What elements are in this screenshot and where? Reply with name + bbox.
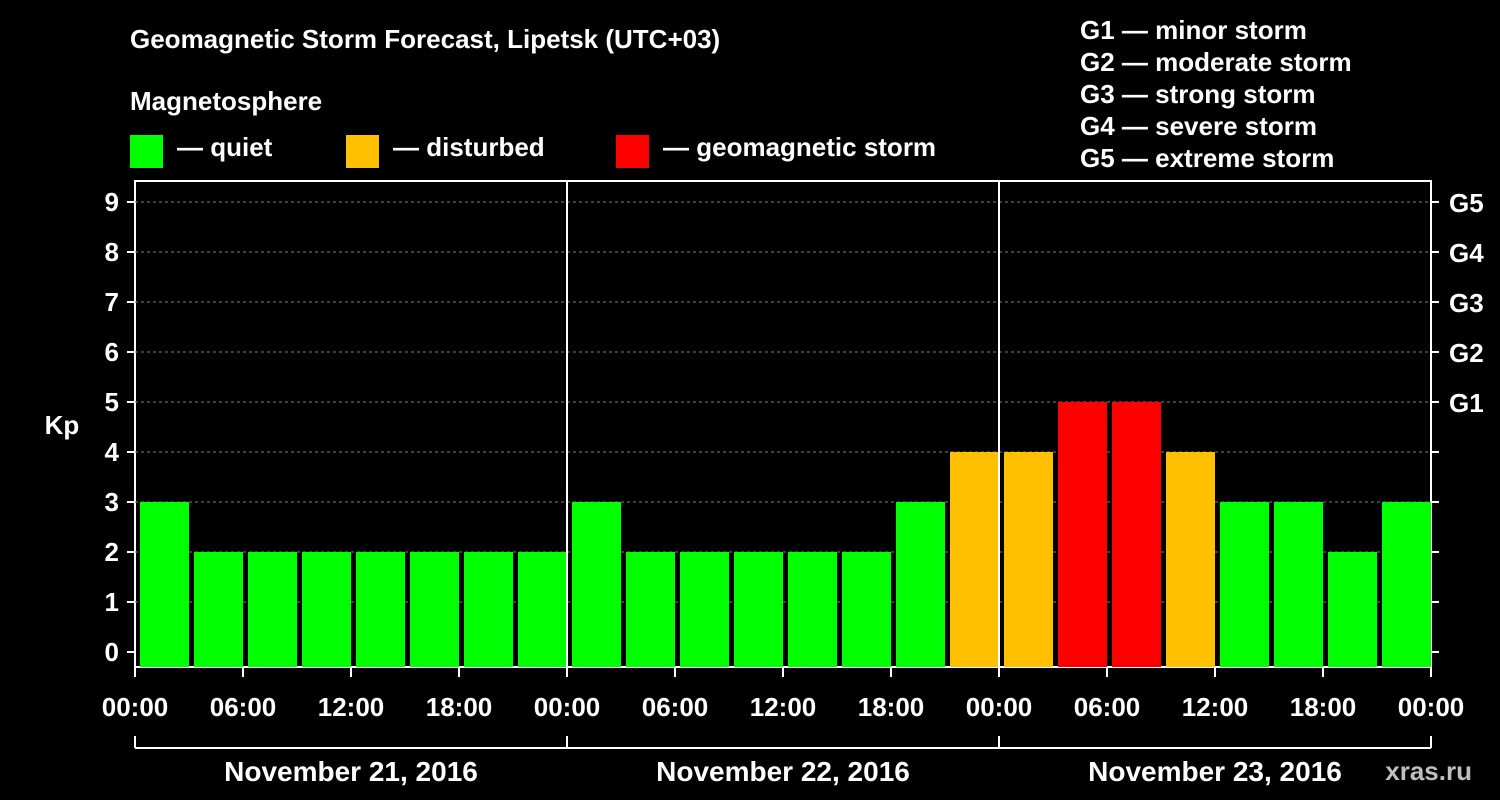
kp-bar	[464, 552, 513, 667]
g-scale-item-g5: G5 — extreme storm	[1080, 143, 1335, 173]
kp-bar	[1166, 452, 1215, 667]
g-scale-item-g2: G2 — moderate storm	[1080, 47, 1352, 77]
kp-bar	[356, 552, 405, 667]
kp-bar	[1328, 552, 1377, 667]
legend-item-quiet: — quiet	[130, 131, 273, 168]
x-tick-label: 12:00	[750, 692, 817, 722]
kp-bar	[572, 502, 621, 667]
legend-title: Magnetosphere	[130, 86, 323, 116]
x-tick-label: 00:00	[966, 692, 1033, 722]
chart-title: Geomagnetic Storm Forecast, Lipetsk (UTC…	[130, 24, 721, 54]
kp-bar	[626, 552, 675, 667]
kp-bar	[518, 552, 567, 667]
x-tick-label: 00:00	[102, 692, 169, 722]
kp-bar	[1112, 402, 1161, 667]
g-scale-item-g1: G1 — minor storm	[1080, 15, 1307, 45]
x-tick-label: 06:00	[1074, 692, 1141, 722]
y-axis-label: Kp	[45, 410, 80, 440]
kp-bar	[1004, 452, 1053, 667]
kp-bar	[788, 552, 837, 667]
kp-bar	[842, 552, 891, 667]
y-tick-label: 1	[105, 587, 119, 617]
legend-label-quiet: — quiet	[177, 131, 273, 162]
kp-bar	[950, 452, 999, 667]
kp-bar	[1274, 502, 1323, 667]
x-tick-label: 00:00	[1398, 692, 1465, 722]
kp-bar	[680, 552, 729, 667]
y-tick-label: 9	[105, 187, 119, 217]
g-tick-label: G5	[1449, 188, 1484, 218]
legend-swatch-quiet	[130, 134, 163, 168]
day-label: November 23, 2016	[1088, 756, 1342, 787]
y-tick-label: 3	[105, 487, 119, 517]
x-tick-label: 06:00	[210, 692, 277, 722]
y-tick-label: 0	[105, 637, 119, 667]
y-tick-label: 2	[105, 537, 119, 567]
kp-bar	[1382, 502, 1431, 667]
x-tick-label: 18:00	[858, 692, 925, 722]
y-tick-label: 7	[105, 287, 119, 317]
kp-bar	[194, 552, 243, 667]
kp-bar	[896, 502, 945, 667]
y-tick-label: 5	[105, 387, 119, 417]
kp-bar	[1220, 502, 1269, 667]
legend-label-storm: — geomagnetic storm	[663, 131, 937, 162]
x-tick-label: 00:00	[534, 692, 601, 722]
watermark: xras.ru	[1385, 756, 1472, 786]
g-tick-label: G4	[1449, 238, 1484, 268]
day-label: November 22, 2016	[656, 756, 910, 787]
g-scale-item-g3: G3 — strong storm	[1080, 79, 1316, 109]
kp-bar	[140, 502, 189, 667]
g-scale-item-g4: G4 — severe storm	[1080, 111, 1318, 141]
kp-bar	[410, 552, 459, 667]
day-label: November 21, 2016	[224, 756, 478, 787]
x-tick-label: 18:00	[1290, 692, 1357, 722]
kp-bar	[302, 552, 351, 667]
legend-item-disturbed: — disturbed	[346, 131, 545, 168]
legend-swatch-storm	[616, 134, 649, 168]
y-tick-label: 6	[105, 337, 119, 367]
legend-label-disturbed: — disturbed	[393, 131, 545, 162]
x-tick-label: 06:00	[642, 692, 709, 722]
g-tick-label: G1	[1449, 388, 1484, 418]
x-tick-label: 18:00	[426, 692, 493, 722]
kp-bar	[734, 552, 783, 667]
y-tick-label: 4	[105, 437, 120, 467]
kp-bar	[248, 552, 297, 667]
kp-bar	[1058, 402, 1107, 667]
y-tick-label: 8	[105, 237, 119, 267]
legend-item-storm: — geomagnetic storm	[616, 131, 937, 168]
x-tick-label: 12:00	[318, 692, 385, 722]
legend-swatch-disturbed	[346, 134, 379, 168]
x-tick-label: 12:00	[1182, 692, 1249, 722]
g-scale-legend: G1 — minor storm G2 — moderate storm G3 …	[1080, 14, 1352, 174]
g-tick-label: G2	[1449, 338, 1484, 368]
g-tick-label: G3	[1449, 288, 1484, 318]
